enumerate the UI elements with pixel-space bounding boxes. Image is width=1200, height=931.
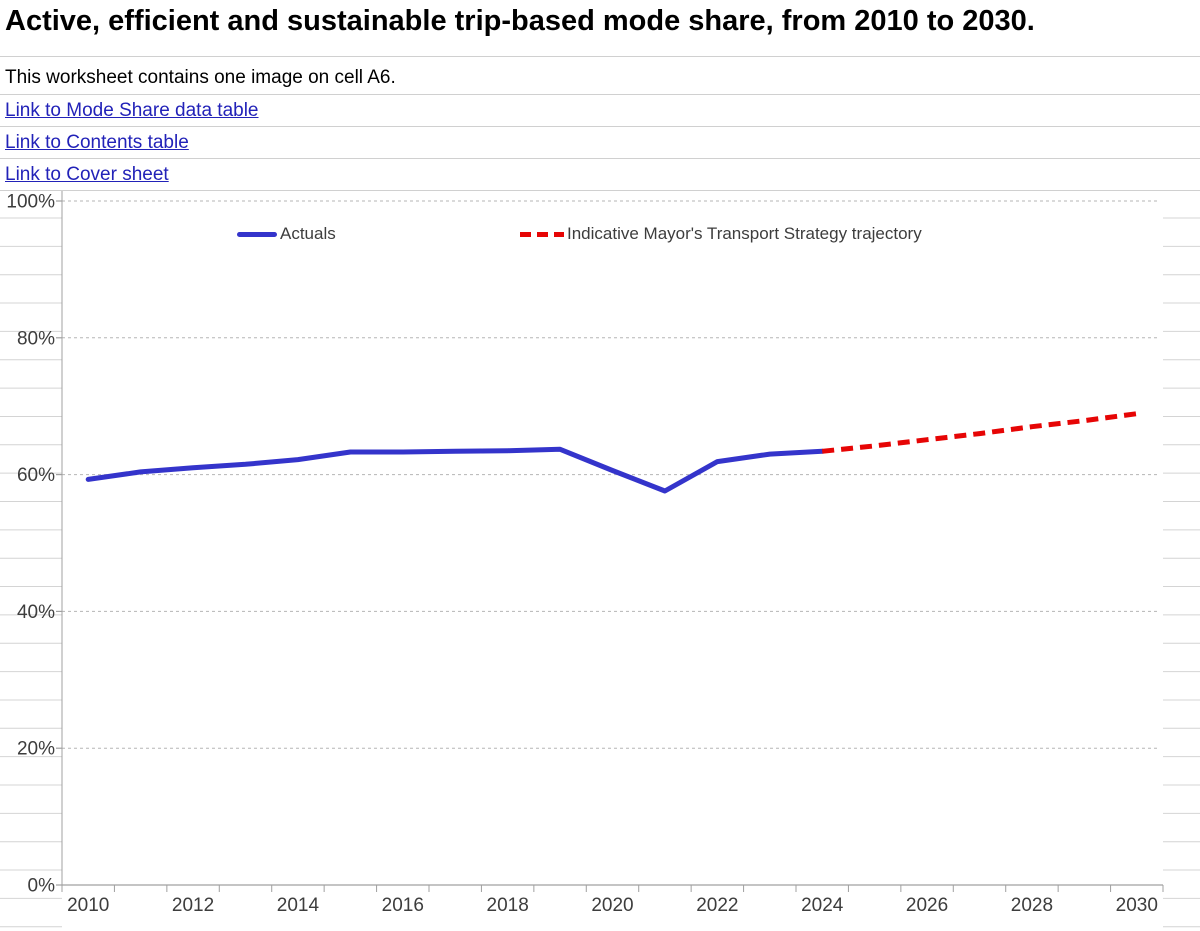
link-mode-share-data-table[interactable]: Link to Mode Share data table	[5, 100, 259, 121]
legend-item-actuals: Actuals	[237, 224, 336, 244]
link-row-contents: Link to Contents table	[0, 127, 1200, 159]
y-axis-label: 60%	[17, 465, 55, 486]
x-axis-label: 2010	[67, 895, 109, 916]
y-axis-label: 20%	[17, 739, 55, 760]
page-title: Active, efficient and sustainable trip-b…	[5, 5, 1035, 37]
link-contents-table[interactable]: Link to Contents table	[5, 132, 189, 153]
trajectory-line	[821, 411, 1138, 454]
legend-label-trajectory: Indicative Mayor's Transport Strategy tr…	[567, 224, 922, 243]
worksheet-note-row: This worksheet contains one image on cel…	[0, 57, 1200, 95]
actuals-line-swatch-icon	[237, 231, 277, 237]
x-axis-label: 2026	[906, 895, 948, 916]
worksheet-title-row: Active, efficient and sustainable trip-b…	[0, 0, 1200, 57]
mode-share-chart[interactable]: 0% 20% 40% 60% 80% 100% 2010 2012 2014 2016 2018 20…	[0, 191, 1200, 930]
x-axis-label: 2018	[487, 895, 529, 916]
x-axis-label: 2024	[801, 895, 844, 916]
legend-label-actuals: Actuals	[280, 224, 336, 243]
x-axis-label: 2012	[172, 895, 214, 916]
mode-share-chart-area[interactable]: 0% 20% 40% 60% 80% 100% 2010 2012 2014 2016 2018 20…	[0, 191, 1200, 930]
actuals-line	[85, 446, 825, 494]
link-cover-sheet[interactable]: Link to Cover sheet	[5, 164, 169, 185]
y-axis-label: 80%	[17, 328, 55, 349]
x-axis-label: 2022	[696, 895, 738, 916]
x-axis-label: 2028	[1011, 895, 1053, 916]
x-axis-label: 2014	[277, 895, 320, 916]
link-row-cover: Link to Cover sheet	[0, 159, 1200, 191]
x-axis-label: 2016	[382, 895, 424, 916]
y-axis-label: 0%	[28, 876, 56, 897]
link-row-mode-share: Link to Mode Share data table	[0, 95, 1200, 127]
trajectory-line-swatch-icon	[520, 231, 564, 237]
worksheet-note: This worksheet contains one image on cel…	[5, 67, 396, 88]
x-axis-label: 2030	[1116, 895, 1158, 916]
x-axis-label: 2020	[591, 895, 633, 916]
y-axis-label: 40%	[17, 602, 55, 623]
y-axis-label: 100%	[6, 192, 55, 213]
legend-item-trajectory: Indicative Mayor's Transport Strategy tr…	[520, 224, 922, 244]
